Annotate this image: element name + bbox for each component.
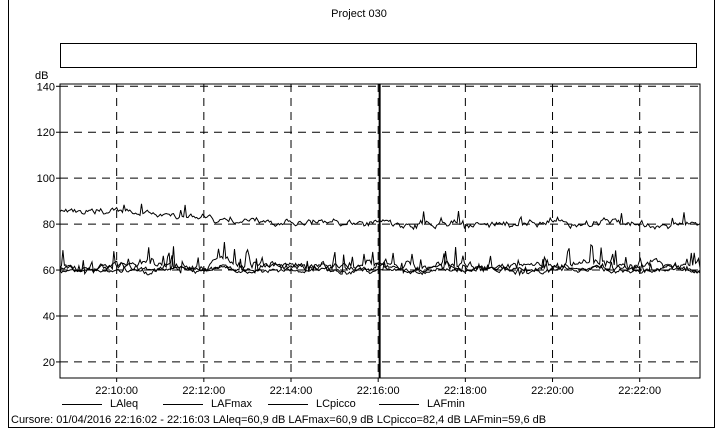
chart-axes xyxy=(59,83,701,379)
y-tick-label: 140 xyxy=(37,81,55,93)
y-tick-label: 20 xyxy=(43,357,55,369)
x-tick-label: 22:12:00 xyxy=(182,385,225,397)
chart-title: Project 030 xyxy=(331,8,387,20)
y-axis-label: dB xyxy=(35,70,48,82)
legend-line-icon xyxy=(62,403,102,405)
legend-label: LAleq xyxy=(110,398,139,410)
chart-frame xyxy=(8,0,715,428)
x-tick-label: 22:20:00 xyxy=(531,385,574,397)
legend-item-lcpicco: LCpicco xyxy=(268,398,356,410)
legend-line-icon xyxy=(379,403,419,405)
legend-label: LCpicco xyxy=(316,398,356,410)
x-tick-label: 22:14:00 xyxy=(270,385,313,397)
y-tick-label: 80 xyxy=(43,219,55,231)
legend-item-lafmax: LAFmax xyxy=(163,398,252,410)
chart-ticks: 20 40 60 80 100 120 140 22:10:00 22:12:00 22:14:0… xyxy=(35,70,661,397)
chart-grid xyxy=(60,84,700,378)
legend-line-icon xyxy=(163,403,203,405)
y-tick-label: 120 xyxy=(37,127,55,139)
x-tick-label: 22:10:00 xyxy=(95,385,138,397)
y-tick-label: 40 xyxy=(43,311,55,323)
legend-item-lafmin: LAFmin xyxy=(379,398,465,410)
x-tick-label: 22:18:00 xyxy=(444,385,487,397)
cursor-readout: Cursore: 01/04/2016 22:16:02 - 22:16:03 … xyxy=(11,414,547,426)
y-tick-label: 100 xyxy=(37,173,55,185)
x-tick-label: 22:16:00 xyxy=(357,385,400,397)
info-banner xyxy=(60,43,697,68)
y-tick-label: 60 xyxy=(43,265,55,277)
chart-legend: LAleq LAFmax LCpicco LAFmin xyxy=(0,398,718,412)
x-tick-label: 22:22:00 xyxy=(618,385,661,397)
legend-label: LAFmin xyxy=(427,398,465,410)
legend-line-icon xyxy=(268,403,308,405)
legend-item-laleq: LAleq xyxy=(62,398,138,410)
legend-label: LAFmax xyxy=(211,398,252,410)
